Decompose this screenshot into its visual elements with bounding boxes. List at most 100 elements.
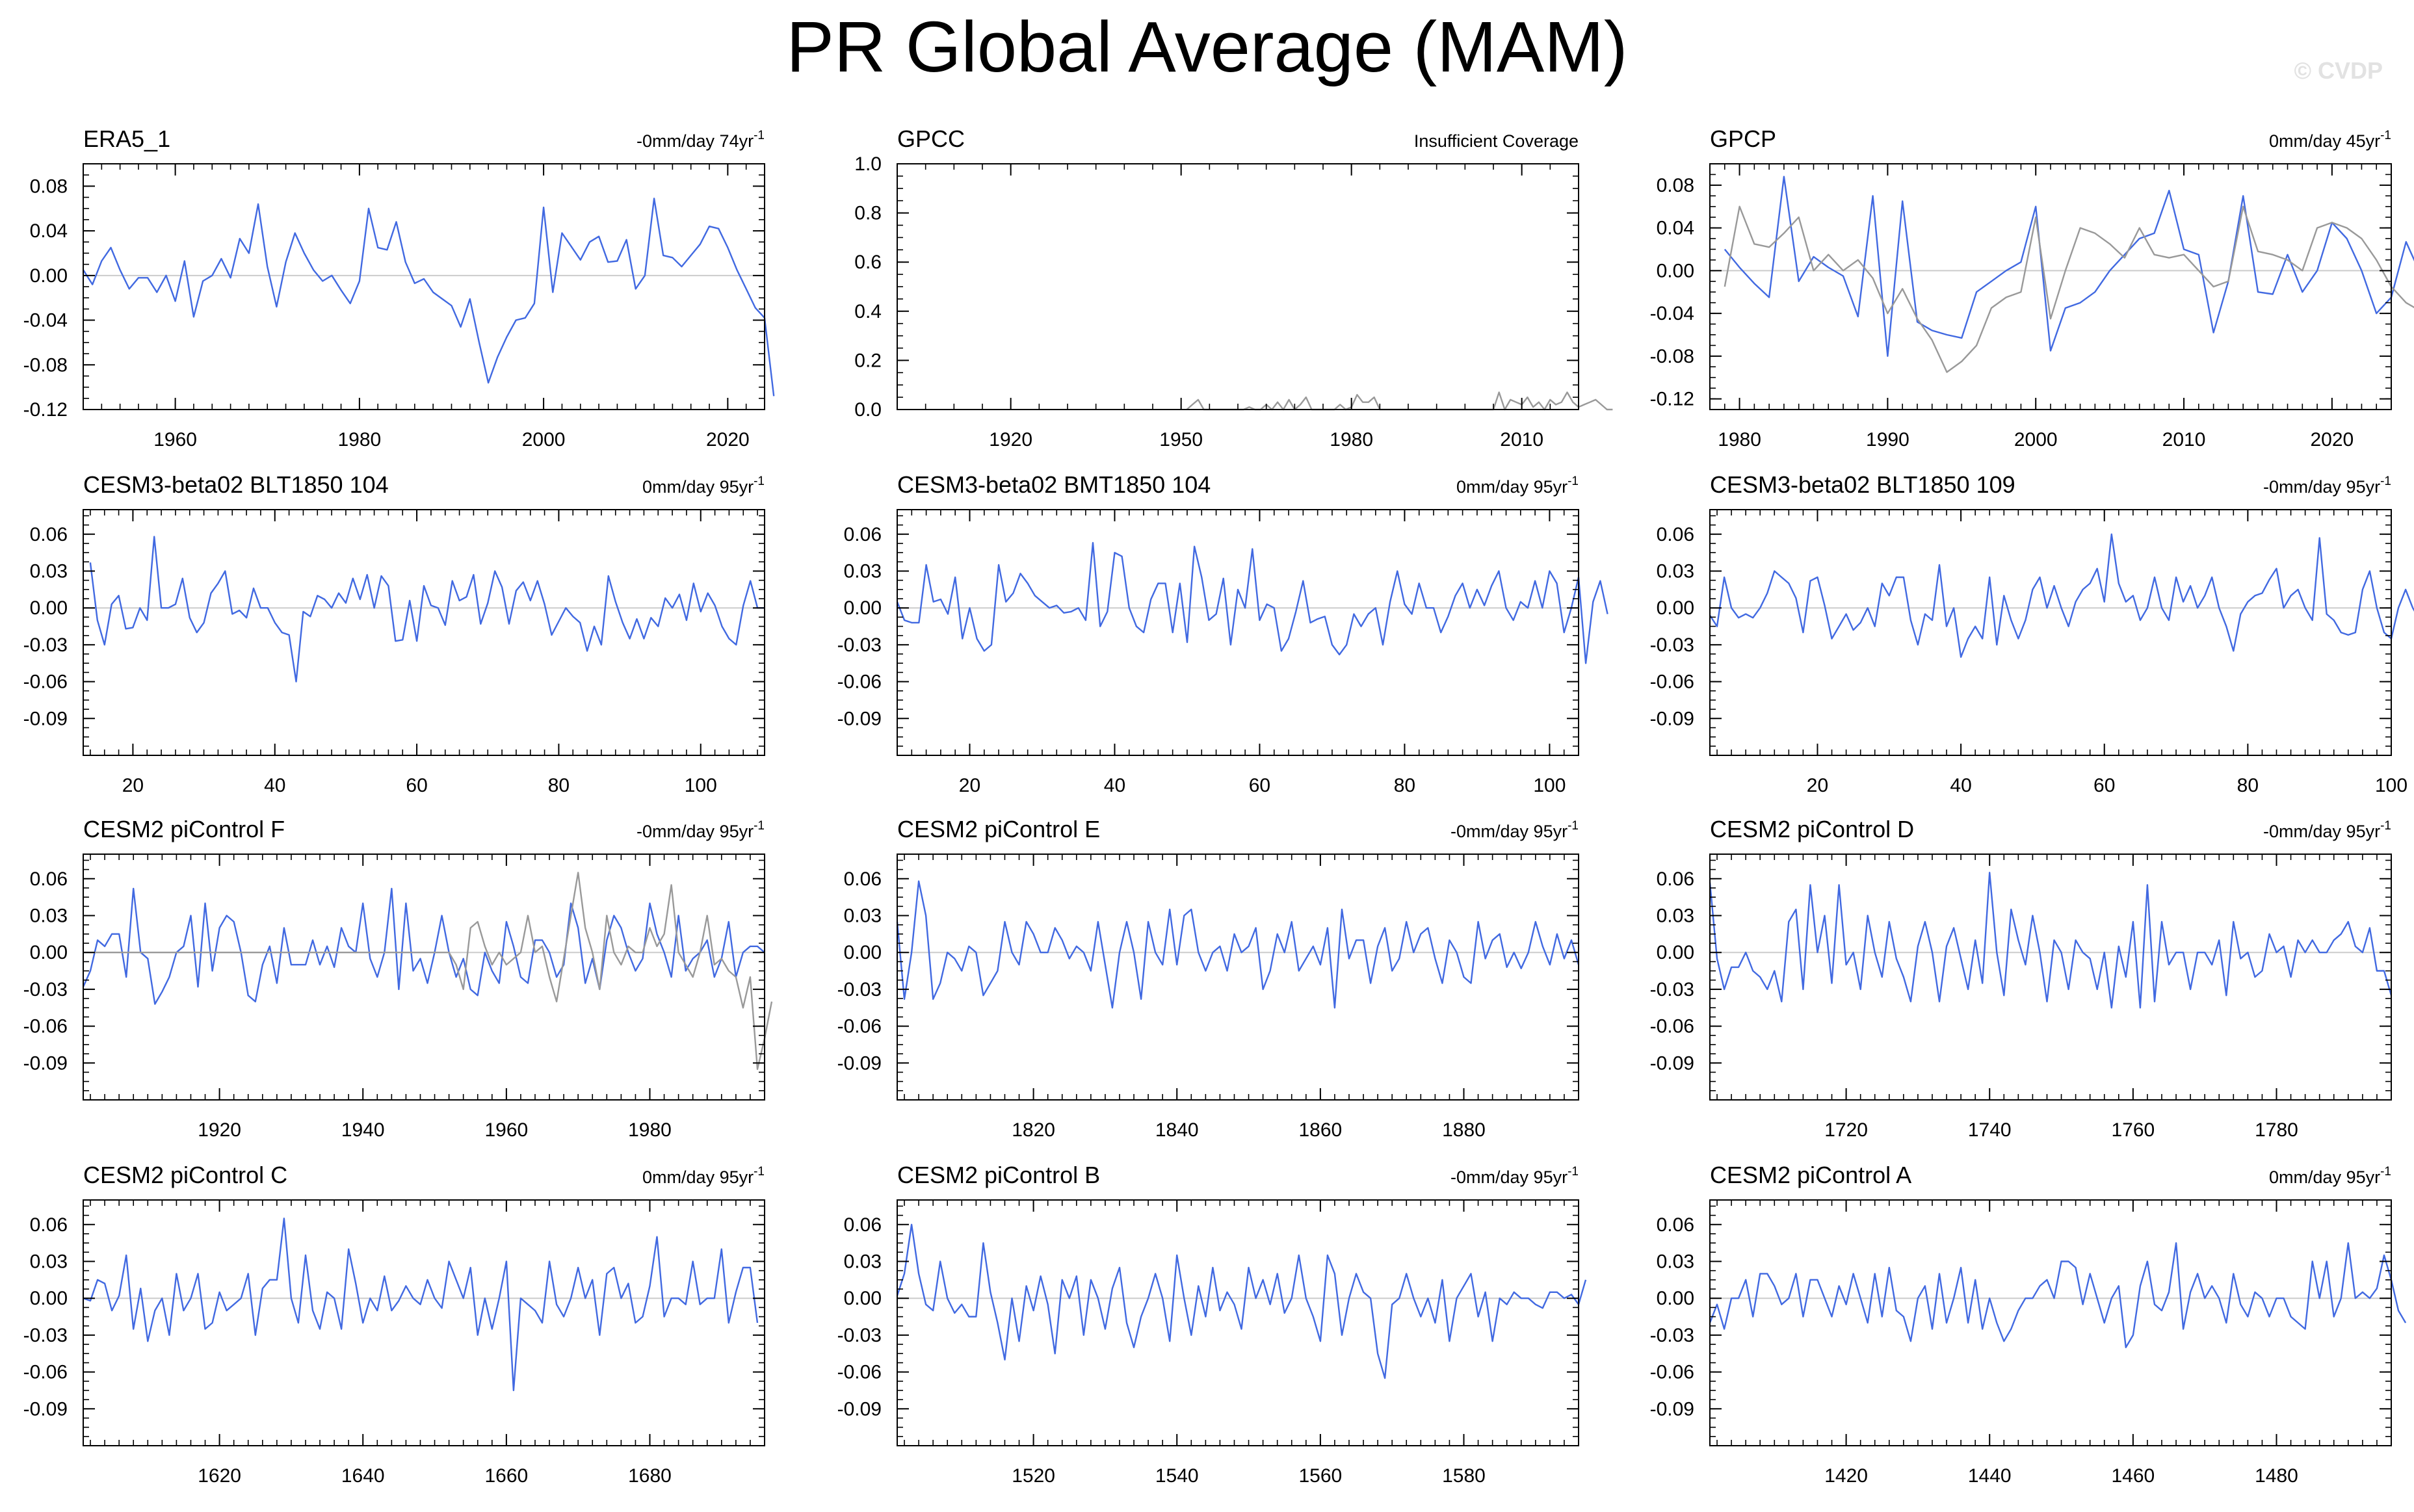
y-tick-label: 0.06 <box>1657 524 1694 545</box>
y-tick-label: 0.03 <box>844 561 882 582</box>
y-tick-label: 0.04 <box>30 220 68 242</box>
chart-panel: 1980 1990 2000 2010 2020 0.08 0.04 0.00 -0.04 -0.… <box>1650 125 2414 450</box>
x-tick-label: 1980 <box>337 429 381 450</box>
x-tick-label: 1960 <box>484 1119 528 1141</box>
x-tick-label: 1480 <box>2255 1465 2298 1487</box>
x-tick-label: 1880 <box>1442 1119 1486 1141</box>
chart-panel: 20 40 60 80 100 0.06 0.03 0.00 -0.03 -0.06 -0.09 CE… <box>837 471 1608 796</box>
plot-frame <box>897 854 1579 1101</box>
x-tick-label: 1620 <box>198 1465 241 1487</box>
y-tick-label: 0.08 <box>30 176 68 197</box>
chart-panel: 1960 1980 2000 2020 0.08 0.04 0.00 -0.04 -0.08 -0… <box>23 125 775 450</box>
series-line-blue <box>1709 1242 2407 1349</box>
x-tick-label: 20 <box>959 775 980 796</box>
panel-title: CESM2 piControl E <box>897 816 1100 842</box>
x-tick-label: 1640 <box>341 1465 385 1487</box>
panel-title: GPCP <box>1710 125 1776 152</box>
series-line-gray <box>83 872 773 1071</box>
plot-frame <box>83 1199 765 1446</box>
series-line-gray <box>1186 391 1613 411</box>
y-tick-label: -0.03 <box>1650 1325 1694 1346</box>
page-title: PR Global Average (MAM) <box>786 7 1628 87</box>
series-line-blue <box>1724 176 2414 357</box>
panel-title: CESM3-beta02 BLT1850 109 <box>1710 471 2015 498</box>
x-tick-label: 1960 <box>153 429 197 450</box>
trend-label: 0mm/day 95yr-1 <box>642 1165 765 1187</box>
chart-panel: 20 40 60 80 100 0.06 0.03 0.00 -0.03 -0.06 -0.09 CE… <box>23 471 765 796</box>
x-tick-label: 1720 <box>1824 1119 1868 1141</box>
trend-label: 0mm/day 95yr-1 <box>2269 1165 2391 1187</box>
x-tick-label: 1940 <box>341 1119 385 1141</box>
series-line-blue <box>896 880 1580 1009</box>
y-tick-label: 0.03 <box>1657 1251 1694 1273</box>
y-tick-label: 0.00 <box>30 942 68 963</box>
x-tick-label: 2010 <box>1500 429 1543 450</box>
y-tick-label: 0.0 <box>854 399 882 421</box>
y-tick-label: -0.12 <box>1650 389 1694 410</box>
y-tick-label: 0.00 <box>844 597 882 619</box>
y-tick-label: -0.06 <box>837 671 882 693</box>
series-line-blue <box>1709 872 2393 1009</box>
trend-label: -0mm/day 95yr-1 <box>2263 819 2391 841</box>
x-tick-label: 2010 <box>2162 429 2206 450</box>
plot-frame <box>1709 509 2392 756</box>
x-tick-label: 1680 <box>628 1465 672 1487</box>
series-line-blue <box>83 1218 759 1392</box>
x-tick-label: 1840 <box>1155 1119 1199 1141</box>
plot-frame <box>1709 854 2392 1101</box>
x-tick-label: 100 <box>2375 775 2407 796</box>
y-tick-label: 0.03 <box>30 561 68 582</box>
y-tick-label: -0.09 <box>1650 708 1694 729</box>
y-tick-label: 0.8 <box>854 203 882 224</box>
series-line-blue <box>1709 533 2414 658</box>
y-tick-label: 1.0 <box>854 153 882 175</box>
x-tick-label: 1980 <box>1330 429 1373 450</box>
y-tick-label: -0.03 <box>23 1325 68 1346</box>
x-tick-label: 2000 <box>522 429 566 450</box>
plot-frame <box>897 509 1579 756</box>
x-tick-label: 1780 <box>2255 1119 2298 1141</box>
series-line-blue <box>89 536 765 683</box>
chart-panel: 1520 1540 1560 1580 0.06 0.03 0.00 -0.03 -0.06 -0… <box>837 1162 1587 1487</box>
plot-frame <box>83 854 765 1101</box>
y-tick-label: -0.03 <box>23 979 68 1000</box>
x-tick-label: 80 <box>548 775 570 796</box>
x-tick-label: 40 <box>1104 775 1125 796</box>
y-tick-label: -0.03 <box>837 634 882 656</box>
series-line-blue <box>896 541 1608 664</box>
plot-frame <box>1709 1199 2392 1446</box>
y-tick-label: 0.00 <box>1657 597 1694 619</box>
series-line-blue <box>82 198 775 397</box>
y-tick-label: 0.06 <box>30 868 68 890</box>
x-tick-label: 1990 <box>1866 429 1909 450</box>
y-tick-label: 0.03 <box>30 906 68 927</box>
chart-panel: 1820 1840 1860 1880 0.06 0.03 0.00 -0.03 -0.06 -0… <box>837 816 1580 1141</box>
x-tick-label: 100 <box>1533 775 1566 796</box>
chart-panel: 1620 1640 1660 1680 0.06 0.03 0.00 -0.03 -0.06 -0… <box>23 1162 765 1487</box>
panel-title: CESM3-beta02 BMT1850 104 <box>897 471 1211 498</box>
y-tick-label: -0.06 <box>23 1016 68 1037</box>
y-tick-label: 0.08 <box>1657 175 1694 196</box>
y-tick-label: 0.04 <box>1657 218 1694 239</box>
x-tick-label: 2020 <box>706 429 750 450</box>
x-tick-label: 20 <box>122 775 144 796</box>
chart-panel: 1720 1740 1760 1780 0.06 0.03 0.00 -0.03 -0.06 -0… <box>1650 816 2393 1141</box>
x-tick-label: 80 <box>2237 775 2259 796</box>
plot-frame <box>1709 163 2392 410</box>
panel-title: CESM2 piControl D <box>1710 816 1914 842</box>
y-tick-label: -0.03 <box>1650 634 1694 656</box>
y-tick-label: -0.03 <box>23 634 68 656</box>
plot-frame <box>83 163 765 410</box>
y-tick-label: -0.03 <box>837 1325 882 1346</box>
trend-label: Insufficient Coverage <box>1414 131 1579 151</box>
series-line-gray <box>1724 205 2414 373</box>
y-tick-label: 0.06 <box>1657 1214 1694 1236</box>
x-tick-label: 20 <box>1807 775 1828 796</box>
y-tick-label: 0.00 <box>1657 942 1694 963</box>
series-line-blue <box>896 1223 1587 1379</box>
x-tick-label: 1980 <box>1718 429 1761 450</box>
y-tick-label: 0.00 <box>1657 260 1694 281</box>
y-tick-label: -0.03 <box>1650 979 1694 1000</box>
y-tick-label: 0.06 <box>844 1214 882 1236</box>
